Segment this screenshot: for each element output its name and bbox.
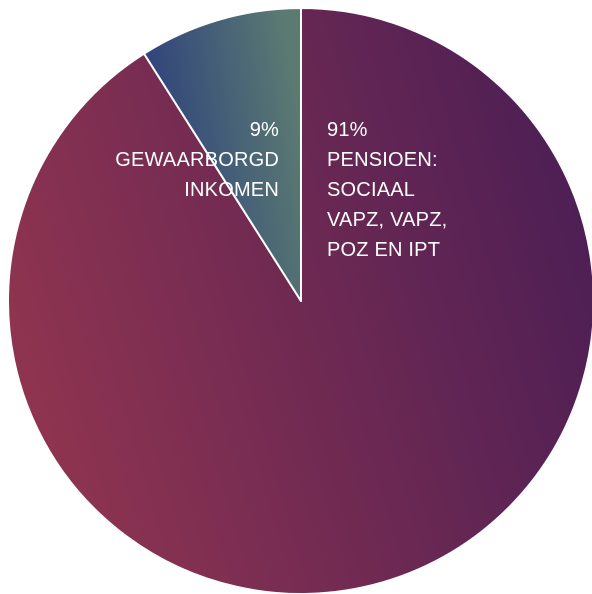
slice-percent-label: 9% <box>249 119 279 141</box>
slice-label-line: INKOMEN <box>184 179 279 201</box>
slice-label-line: VAPZ, VAPZ, <box>327 209 448 231</box>
slice-label-line: PENSIOEN: <box>327 149 438 171</box>
slice-label-line: SOCIAAL <box>327 179 416 201</box>
slice-label-line: GEWAARBORGD <box>115 149 279 171</box>
slice-percent-label: 91% <box>327 119 368 141</box>
slice-label-line: POZ EN IPT <box>327 239 441 261</box>
slice-label-pensioen: 91% PENSIOEN: SOCIAAL VAPZ, VAPZ, POZ EN… <box>327 115 447 265</box>
slice-label-gewaarborgd-inkomen: 9% GEWAARBORGD INKOMEN <box>115 115 279 205</box>
pie-slice-1 <box>143 7 302 302</box>
